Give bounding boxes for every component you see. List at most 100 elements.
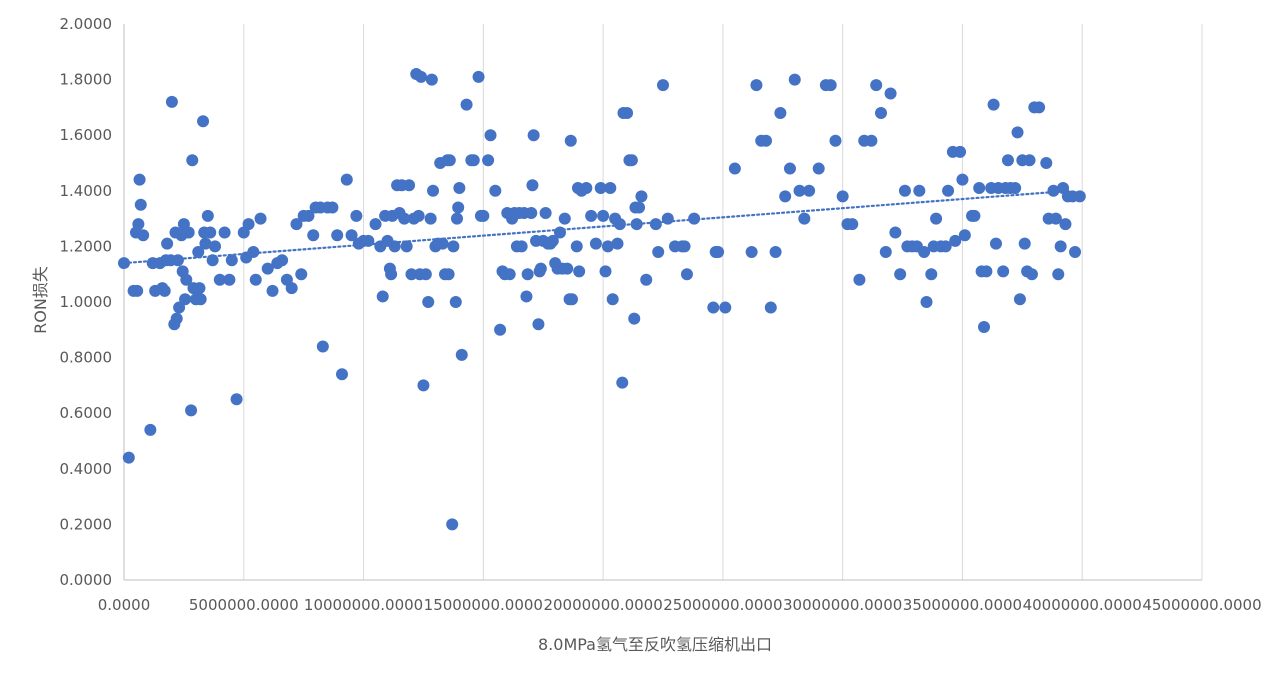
data-point — [525, 207, 538, 220]
data-point — [520, 290, 533, 303]
data-point — [276, 254, 289, 267]
data-point — [649, 218, 662, 231]
data-point — [446, 518, 459, 531]
data-point — [204, 226, 217, 239]
data-point — [958, 229, 971, 242]
data-point — [412, 209, 425, 222]
data-point — [1049, 212, 1062, 225]
data-point — [534, 262, 547, 275]
data-point — [561, 262, 574, 275]
data-point — [930, 212, 943, 225]
data-point — [558, 212, 571, 225]
data-point — [209, 240, 222, 253]
data-point — [997, 265, 1010, 278]
data-point — [879, 245, 892, 258]
x-tick-labels: 0.0000 5000000.0000 10000000.0000 15000000.… — [98, 596, 1262, 614]
data-point — [199, 237, 212, 250]
data-point — [158, 284, 171, 297]
data-point — [194, 293, 207, 306]
data-point — [978, 321, 991, 334]
data-point — [980, 265, 993, 278]
x-tick-label: 25000000.0000 — [663, 596, 782, 614]
data-point — [564, 134, 577, 147]
y-tick-label: 0.0000 — [60, 571, 113, 589]
data-point — [1013, 293, 1026, 306]
data-point — [186, 154, 199, 167]
data-point — [425, 73, 438, 86]
data-point — [122, 451, 135, 464]
data-point — [192, 245, 205, 258]
data-point — [764, 301, 777, 314]
data-point — [415, 70, 428, 83]
data-point — [573, 265, 586, 278]
data-point — [546, 234, 559, 247]
data-point — [532, 318, 545, 331]
data-point — [1023, 154, 1036, 167]
data-point — [171, 254, 184, 267]
y-tick-label: 1.0000 — [60, 293, 113, 311]
data-point — [920, 296, 933, 308]
data-point — [521, 268, 534, 281]
data-point — [779, 190, 792, 203]
data-point — [1001, 154, 1014, 167]
data-point — [783, 162, 796, 175]
data-point — [290, 218, 303, 231]
data-point — [254, 212, 267, 225]
data-point — [570, 240, 583, 253]
data-point — [477, 209, 490, 222]
data-point — [182, 226, 195, 239]
data-point — [680, 268, 693, 281]
data-point — [954, 145, 967, 158]
data-point — [460, 98, 473, 111]
data-point — [942, 184, 955, 197]
data-point — [870, 79, 883, 92]
data-point — [450, 212, 463, 225]
data-point — [398, 212, 411, 225]
data-point — [565, 293, 578, 306]
data-point — [131, 284, 144, 297]
data-point — [894, 268, 907, 281]
data-point — [973, 182, 986, 195]
data-point — [419, 268, 432, 281]
data-point — [599, 265, 612, 278]
data-point — [633, 201, 646, 214]
data-point — [889, 226, 902, 239]
data-point — [798, 212, 811, 225]
data-point — [1073, 190, 1086, 203]
data-point — [242, 218, 255, 231]
data-point — [712, 245, 725, 258]
data-point — [824, 79, 837, 92]
data-point — [597, 209, 610, 222]
y-tick-label: 0.2000 — [60, 515, 113, 533]
gridlines — [243, 24, 1203, 580]
data-point — [307, 229, 320, 242]
data-point — [604, 182, 617, 195]
data-point — [594, 182, 607, 195]
data-point — [261, 262, 274, 275]
data-point — [417, 379, 430, 392]
x-tick-label: 40000000.0000 — [1023, 596, 1142, 614]
data-point — [266, 284, 279, 297]
data-point — [165, 95, 178, 108]
x-tick-label: 20000000.0000 — [543, 596, 662, 614]
data-point — [436, 237, 449, 250]
data-point — [939, 240, 952, 253]
data-point — [452, 201, 465, 214]
data-point — [161, 237, 174, 250]
data-point — [472, 70, 485, 83]
data-point — [326, 201, 339, 214]
data-point — [925, 268, 938, 281]
data-point — [185, 404, 198, 417]
data-point — [249, 273, 262, 286]
data-point — [453, 182, 466, 195]
data-point — [467, 154, 480, 167]
data-point — [707, 301, 720, 314]
data-point — [1011, 126, 1024, 139]
data-point — [173, 301, 186, 314]
data-point — [447, 240, 460, 253]
x-tick-label: 10000000.0000 — [304, 596, 423, 614]
data-point — [213, 273, 226, 286]
data-point — [803, 184, 816, 197]
data-point — [400, 240, 413, 253]
